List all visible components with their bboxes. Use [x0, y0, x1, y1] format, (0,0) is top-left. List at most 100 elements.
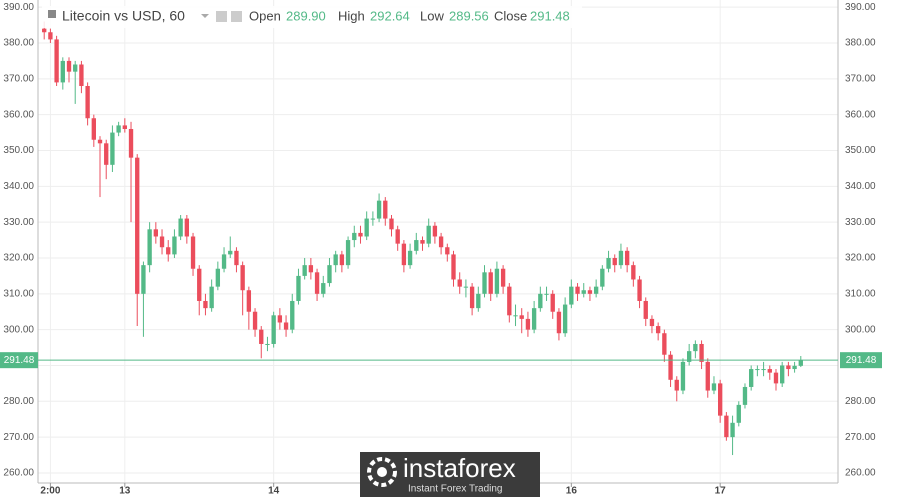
watermark: instaforex Instant Forex Trading — [360, 452, 540, 497]
axes: 260.00260.00270.00270.00280.00280.00290.… — [0, 2, 882, 497]
candle-body — [587, 290, 593, 294]
candle-body — [674, 379, 679, 391]
candle-body — [48, 32, 53, 40]
candle-body — [618, 250, 624, 266]
candle-body — [724, 415, 729, 438]
x-tick-label: 14 — [268, 486, 280, 497]
dropdown-icon[interactable] — [201, 14, 209, 18]
candle-body — [215, 268, 221, 287]
candle-body — [265, 343, 270, 345]
x-tick-label: 16 — [566, 486, 578, 497]
candle-body — [488, 272, 493, 294]
candle-body — [147, 229, 152, 266]
y-tick-label: 260.00 — [3, 468, 34, 479]
candle-body — [606, 257, 611, 269]
close-icon[interactable] — [231, 11, 242, 22]
candle-body — [122, 125, 127, 129]
candle-body — [593, 286, 599, 294]
watermark-tagline: Instant Forex Trading — [408, 484, 503, 495]
y-tick-label: 270.00 — [3, 432, 34, 443]
candle-body — [345, 240, 351, 266]
candle-body — [364, 218, 369, 237]
y-tick-label-right: 300.00 — [845, 324, 876, 335]
candle-body — [519, 315, 524, 319]
y-tick-label-right: 280.00 — [845, 396, 876, 407]
y-tick-label-right: 370.00 — [845, 73, 876, 84]
candle-body — [643, 300, 648, 319]
candle-body — [79, 64, 84, 86]
close-value: 291.48 — [530, 8, 570, 23]
candle-body — [389, 218, 394, 230]
settings-icon[interactable] — [216, 11, 227, 22]
candle-body — [705, 361, 710, 391]
header-bg — [42, 6, 582, 28]
candle-body — [525, 318, 531, 330]
candle-body — [420, 240, 425, 244]
candle-body — [438, 236, 444, 248]
candle-body — [550, 293, 555, 312]
candle-body — [166, 247, 171, 255]
candle-body — [736, 404, 741, 423]
candle-body — [432, 225, 438, 237]
candle-body — [153, 229, 158, 237]
last-price-box — [0, 352, 38, 369]
y-tick-label-right: 340.00 — [845, 181, 876, 192]
candle-body — [401, 243, 407, 266]
open-label: Open — [249, 8, 281, 23]
y-tick-label: 360.00 — [3, 109, 34, 120]
candle-body — [271, 315, 276, 344]
candle-body — [277, 315, 283, 323]
candle-body — [128, 128, 134, 158]
candle-body — [91, 118, 96, 140]
candle-body — [457, 279, 462, 287]
candle-body — [85, 85, 90, 119]
candle-body — [469, 286, 475, 309]
candle-body — [711, 383, 717, 391]
y-tick-label-right: 270.00 — [845, 432, 876, 443]
candle-body — [686, 351, 692, 362]
last-price-box-right — [840, 352, 882, 369]
candle-body — [314, 272, 320, 294]
candle-body — [749, 369, 754, 387]
y-tick-label-right: 350.00 — [845, 145, 876, 156]
candle-body — [308, 265, 314, 273]
watermark-logo-core — [377, 467, 387, 477]
candle-body — [755, 369, 760, 371]
candle-body — [203, 300, 208, 309]
y-tick-label: 300.00 — [3, 324, 34, 335]
candle-body — [376, 200, 382, 219]
candle-body — [445, 247, 450, 255]
y-tick-label: 320.00 — [3, 253, 34, 264]
y-tick-label: 350.00 — [3, 145, 34, 156]
candle-body — [693, 343, 698, 352]
candle-body — [252, 311, 258, 330]
candle-body — [383, 200, 388, 219]
candles — [42, 21, 803, 456]
candle-body — [780, 365, 785, 384]
candle-body — [624, 250, 630, 266]
candle-body — [538, 293, 543, 309]
candle-body — [259, 329, 264, 344]
candle-body — [321, 283, 326, 294]
y-tick-label: 310.00 — [3, 288, 34, 299]
candle-body — [370, 218, 376, 220]
candle-body — [730, 422, 735, 438]
candle-body — [110, 132, 115, 165]
candle-body — [116, 125, 121, 133]
candle-body — [296, 275, 301, 301]
candle-body — [786, 365, 791, 370]
candle-body — [54, 39, 59, 83]
candle-body — [60, 60, 65, 83]
candle-body — [531, 308, 537, 330]
candle-body — [358, 232, 363, 237]
candle-body — [680, 361, 686, 391]
candle-body — [141, 265, 146, 294]
high-label: High — [338, 8, 365, 23]
candle-body — [662, 333, 667, 355]
candle-body — [234, 250, 239, 266]
candle-body — [500, 268, 506, 287]
header-title: Litecoin vs USD, 60 — [62, 8, 185, 24]
candle-body — [414, 240, 419, 251]
candle-body — [221, 254, 227, 269]
x-tick-label: 17 — [715, 486, 727, 497]
